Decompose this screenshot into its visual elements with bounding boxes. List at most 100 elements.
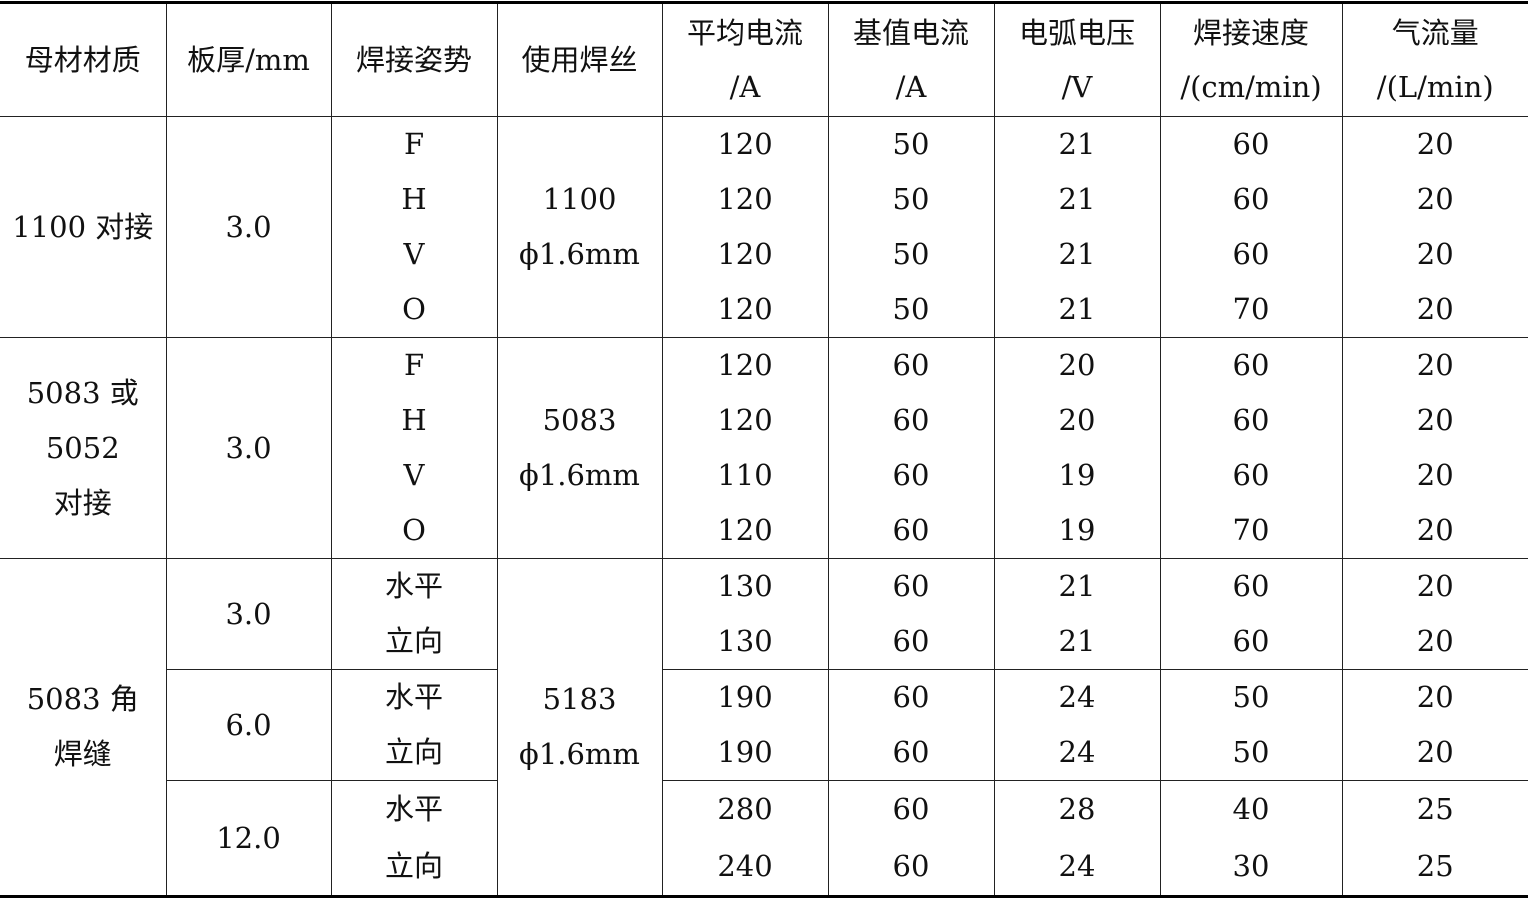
welding-position-cell: 立向 — [331, 725, 497, 781]
gas-flow-cell: 20 — [1342, 448, 1528, 503]
base-current-cell: 60 — [828, 503, 994, 559]
welding-position-cell: F — [331, 117, 497, 173]
average-current-cell: 110 — [662, 448, 828, 503]
gas-flow-cell: 20 — [1342, 503, 1528, 559]
header-average-current: 平均电流/A — [662, 3, 828, 117]
welding-position-cell: 水平 — [331, 559, 497, 615]
header-unit: /(L/min) — [1343, 60, 1528, 114]
thickness-cell: 3.0 — [166, 117, 331, 338]
welding-position-cell: 立向 — [331, 839, 497, 897]
filler-wire-cell: 5083 ϕ1.6mm — [497, 338, 662, 559]
welding-position-cell: V — [331, 448, 497, 503]
header-thickness: 板厚/mm — [166, 3, 331, 117]
average-current-cell: 190 — [662, 670, 828, 726]
header-base-material: 母材材质 — [0, 3, 166, 117]
gas-flow-cell: 20 — [1342, 227, 1528, 282]
arc-voltage-cell: 28 — [994, 781, 1160, 839]
gas-flow-cell: 20 — [1342, 559, 1528, 615]
base-current-cell: 60 — [828, 559, 994, 615]
header-label: 基值电流 — [829, 6, 994, 60]
welding-position-cell: H — [331, 393, 497, 448]
average-current-cell: 120 — [662, 117, 828, 173]
welding-speed-cell: 60 — [1160, 117, 1342, 173]
header-label: 气流量 — [1343, 6, 1528, 60]
base-current-cell: 50 — [828, 227, 994, 282]
header-label: 电弧电压 — [995, 6, 1160, 60]
arc-voltage-cell: 21 — [994, 614, 1160, 670]
welding-speed-cell: 60 — [1160, 393, 1342, 448]
welding-position-cell: 水平 — [331, 670, 497, 726]
welding-speed-cell: 60 — [1160, 172, 1342, 227]
average-current-cell: 120 — [662, 338, 828, 394]
filler-wire-cell: 5183 ϕ1.6mm — [497, 559, 662, 897]
header-arc-voltage: 电弧电压/V — [994, 3, 1160, 117]
welding-speed-cell: 50 — [1160, 725, 1342, 781]
welding-position-cell: H — [331, 172, 497, 227]
header-unit: /A — [663, 60, 828, 114]
base-current-cell: 50 — [828, 117, 994, 173]
gas-flow-cell: 20 — [1342, 117, 1528, 173]
gas-flow-cell: 20 — [1342, 172, 1528, 227]
header-label: 焊接姿势 — [332, 33, 497, 87]
header-welding-position: 焊接姿势 — [331, 3, 497, 117]
welding-speed-cell: 60 — [1160, 227, 1342, 282]
header-welding-speed: 焊接速度/(cm/min) — [1160, 3, 1342, 117]
base-current-cell: 60 — [828, 781, 994, 839]
average-current-cell: 240 — [662, 839, 828, 897]
arc-voltage-cell: 21 — [994, 172, 1160, 227]
base-current-cell: 50 — [828, 282, 994, 338]
base-current-cell: 60 — [828, 614, 994, 670]
average-current-cell: 130 — [662, 614, 828, 670]
arc-voltage-cell: 21 — [994, 282, 1160, 338]
arc-voltage-cell: 19 — [994, 448, 1160, 503]
header-label: 焊接速度 — [1161, 6, 1342, 60]
average-current-cell: 120 — [662, 282, 828, 338]
gas-flow-cell: 25 — [1342, 839, 1528, 897]
welding-speed-cell: 30 — [1160, 839, 1342, 897]
header-label: 使用焊丝 — [498, 33, 662, 87]
average-current-cell: 120 — [662, 503, 828, 559]
welding-speed-cell: 60 — [1160, 338, 1342, 394]
arc-voltage-cell: 21 — [994, 559, 1160, 615]
header-label: 平均电流 — [663, 6, 828, 60]
welding-speed-cell: 70 — [1160, 282, 1342, 338]
arc-voltage-cell: 19 — [994, 503, 1160, 559]
gas-flow-cell: 20 — [1342, 725, 1528, 781]
average-current-cell: 190 — [662, 725, 828, 781]
welding-position-cell: 水平 — [331, 781, 497, 839]
base-current-cell: 60 — [828, 839, 994, 897]
gas-flow-cell: 20 — [1342, 614, 1528, 670]
header-unit: /V — [995, 60, 1160, 114]
welding-speed-cell: 50 — [1160, 670, 1342, 726]
welding-position-cell: V — [331, 227, 497, 282]
arc-voltage-cell: 24 — [994, 725, 1160, 781]
welding-speed-cell: 60 — [1160, 559, 1342, 615]
welding-speed-cell: 40 — [1160, 781, 1342, 839]
welding-speed-cell: 60 — [1160, 614, 1342, 670]
average-current-cell: 120 — [662, 393, 828, 448]
thickness-cell: 3.0 — [166, 338, 331, 559]
thickness-cell: 3.0 — [166, 559, 331, 670]
gas-flow-cell: 20 — [1342, 338, 1528, 394]
thickness-cell: 6.0 — [166, 670, 331, 781]
arc-voltage-cell: 24 — [994, 839, 1160, 897]
welding-speed-cell: 60 — [1160, 448, 1342, 503]
base-current-cell: 60 — [828, 670, 994, 726]
header-label: 母材材质 — [0, 33, 166, 87]
header-gas-flow: 气流量/(L/min) — [1342, 3, 1528, 117]
average-current-cell: 120 — [662, 227, 828, 282]
header-filler-wire: 使用焊丝 — [497, 3, 662, 117]
welding-speed-cell: 70 — [1160, 503, 1342, 559]
base-current-cell: 60 — [828, 448, 994, 503]
gas-flow-cell: 20 — [1342, 670, 1528, 726]
gas-flow-cell: 20 — [1342, 282, 1528, 338]
welding-position-cell: 立向 — [331, 614, 497, 670]
average-current-cell: 280 — [662, 781, 828, 839]
